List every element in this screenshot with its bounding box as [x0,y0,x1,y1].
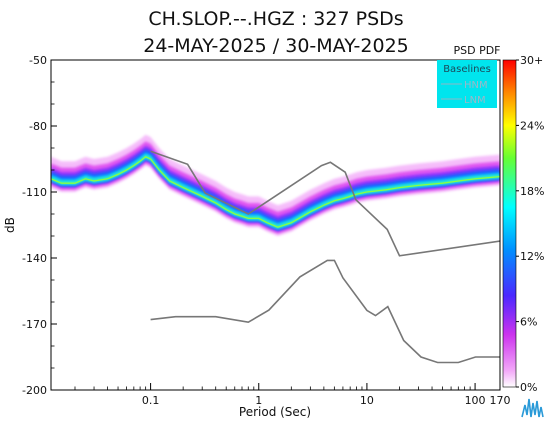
colorbar-tick-label: 12% [520,250,544,263]
y-axis-label: dB [3,217,17,233]
plot-frame [50,59,501,391]
noise-model-baselines [150,150,500,364]
psd-mode-line [51,156,500,228]
colorbar-tick-label: 0% [520,381,537,394]
legend-hnm-label: HNM [464,80,488,91]
y-tick-label: -110 [22,186,47,199]
x-tick-label: 0.1 [142,394,160,407]
colorbar-title: PSD PDF [453,44,500,57]
density-band-high [51,149,500,231]
y-tick-label: -170 [22,318,47,331]
y-tick-label: -80 [29,120,47,133]
y-tick-label: -200 [22,384,47,397]
instrument-logo [520,395,546,421]
y-axis: -50 -80 -110 -140 -170 -200 [22,54,57,397]
colorbar-ticks: 30+ 24% 18% 12% 6% 0% [516,54,544,394]
legend-title: Baselines [443,64,491,75]
legend: Baselines HNM LNM [437,60,497,108]
colorbar-tick-label: 24% [520,119,544,132]
y-tick-label: -140 [22,252,47,265]
lnm-line [150,259,500,364]
x-tick-label: 1 [255,394,262,407]
chart-subtitle: 24-MAY-2025 / 30-MAY-2025 [143,35,409,57]
x-tick-label: 170 [490,394,511,407]
y-tick-label: -50 [29,54,47,67]
x-axis-label: Period (Sec) [239,405,311,419]
hnm-line [150,150,500,257]
psd-density-layer [51,134,500,236]
density-band-core [51,152,500,230]
legend-lnm-label: LNM [464,95,486,106]
colorbar-tick-label: 6% [520,316,537,329]
x-tick-label: 100 [465,394,486,407]
colorbar-tick-label: 18% [520,185,544,198]
colorbar [502,59,517,388]
chart-title: CH.SLOP.--.HGZ : 327 PSDs [148,8,403,30]
colorbar-tick-label: 30+ [520,54,543,67]
density-band-peak [51,154,500,229]
x-tick-label: 10 [360,394,374,407]
x-axis: 0.1 1 10 100 170 [74,383,511,407]
logo-waveform-icon [521,398,544,418]
